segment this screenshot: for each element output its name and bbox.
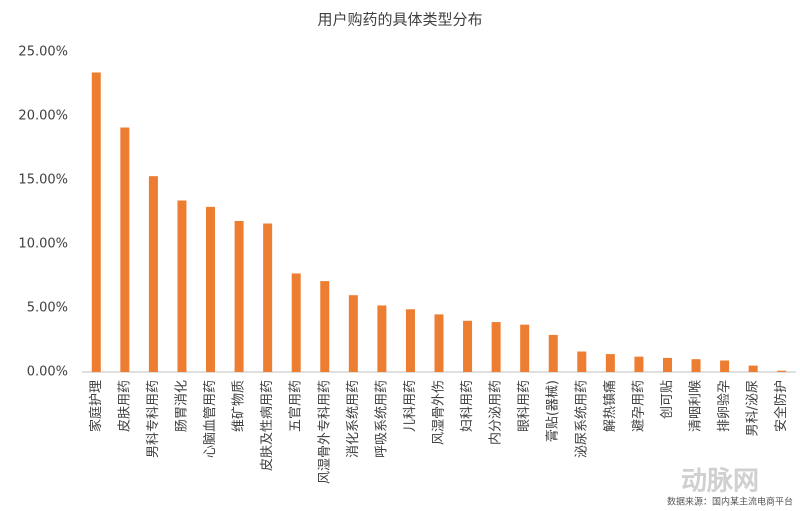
bar [148,176,158,372]
source-note: 数据来源：国内某主流电商平台 [667,496,793,508]
bar [777,370,787,372]
x-tick-label: 膏贴(器械) [545,380,561,442]
bar [177,200,187,372]
bar [291,273,301,372]
x-tick-label: 皮肤及性病用药 [260,380,275,471]
bar [634,356,644,372]
y-tick-label: 0.00% [27,365,68,380]
bar [434,314,444,372]
x-tick-label: 皮肤用药 [117,380,132,432]
y-tick-label: 25.00% [18,45,68,60]
x-tick-label: 眼科用药 [517,380,532,432]
x-tick-label: 男科专科用药 [146,380,161,458]
x-tick-label: 维矿物质 [232,380,247,432]
bar [120,127,130,373]
bar [720,360,730,372]
bar [405,309,415,372]
x-tick-label: 心脑血管用药 [203,380,218,458]
y-tick-label: 10.00% [18,237,68,252]
bar [263,223,273,372]
x-tick-label: 解热镇痛 [602,380,618,432]
bar [377,305,387,372]
bar [691,359,701,372]
bar [320,281,330,372]
x-tick-label: 肠胃消化 [174,380,189,432]
bar [577,351,587,372]
x-tick-label: 消化系统用药 [346,380,361,458]
x-tick-label: 儿科用药 [403,380,418,432]
x-tick-label: 创可贴 [660,380,675,419]
y-tick-label: 5.00% [27,301,68,316]
bar [491,322,501,372]
bar [206,206,216,372]
x-tick-label: 泌尿系统用药 [574,380,589,458]
x-tick-label: 风湿骨外专科用药 [317,380,332,484]
bar [548,334,558,372]
x-tick-label: 避孕用药 [631,380,646,432]
bar [91,72,101,372]
bar [520,324,530,372]
x-tick-label: 清咽利喉 [689,380,704,432]
bar [748,365,758,372]
x-tick-label: 家庭护理 [88,380,104,432]
chart-title: 用户购药的具体类型分布 [317,11,482,29]
x-tick-label: 风湿骨外伤 [432,380,447,445]
watermark: 动脉网 [681,467,759,497]
bar [605,354,615,372]
bar [662,357,672,372]
x-tick-label: 内分泌用药 [488,380,504,445]
x-tick-label: 男科/泌尿 [746,380,761,436]
x-tick-label: 妇科用药 [459,380,475,432]
y-tick-label: 20.00% [18,109,68,124]
x-tick-label: 安全防护 [773,380,789,432]
bar [348,295,358,372]
bar [463,320,473,372]
x-tick-label: 五官用药 [288,380,304,432]
y-tick-label: 15.00% [18,173,68,188]
x-tick-label: 呼吸系统用药 [374,380,389,458]
x-tick-label: 排卵验孕 [716,380,732,432]
bar [234,220,244,372]
